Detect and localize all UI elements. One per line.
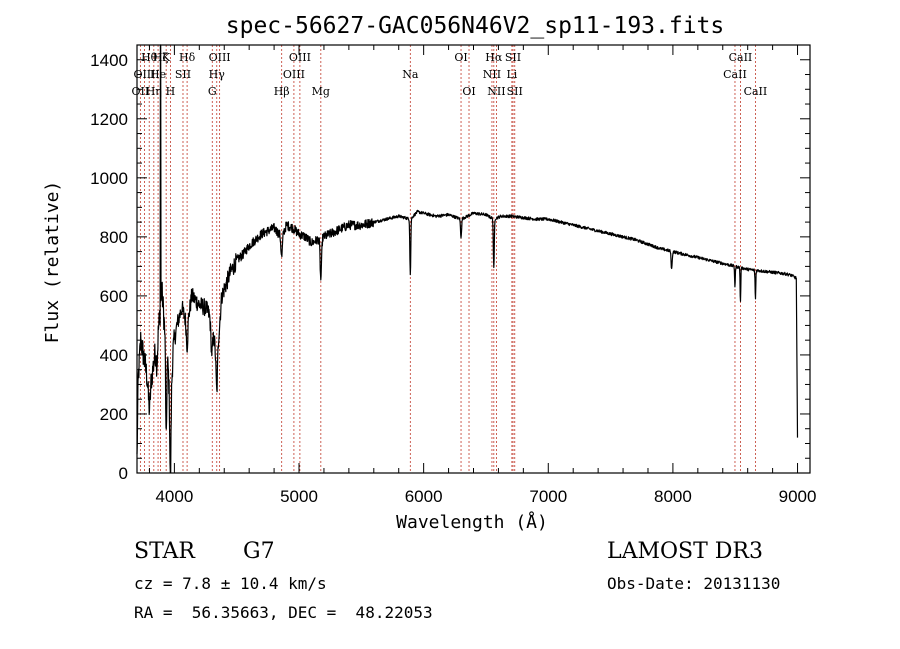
line-label: K <box>162 51 171 64</box>
y-axis-label: Flux (relative) <box>42 181 63 344</box>
y-tick-label: 0 <box>119 464 128 483</box>
axis-tick-labels: 4000 5000 6000 7000 8000 9000 0 200 400 600 800 100… <box>90 51 816 506</box>
line-label: CaII <box>744 85 768 98</box>
y-tick-label: 400 <box>100 346 128 365</box>
axis-ticks <box>137 45 810 474</box>
line-label: CaII <box>729 51 753 64</box>
line-label: Hγ <box>209 68 226 81</box>
line-label: OI <box>454 51 467 64</box>
spectrum-line <box>136 44 799 473</box>
line-label: OII <box>132 85 150 98</box>
y-tick-label: 200 <box>100 405 128 424</box>
y-tick-label: 1000 <box>90 169 128 188</box>
line-label: Na <box>402 68 419 81</box>
line-label: SII <box>507 85 523 98</box>
redshift-cz: cz = 7.8 ± 10.4 km/s <box>134 574 327 593</box>
survey-name: LAMOST DR3 <box>607 539 763 564</box>
line-label: OIII <box>283 68 305 81</box>
y-tick-label: 1200 <box>90 110 128 129</box>
line-label: OIII <box>209 51 231 64</box>
x-tick-label: 6000 <box>405 487 443 506</box>
line-label: SII <box>175 68 191 81</box>
observation-date: Obs-Date: 20131130 <box>607 574 781 593</box>
line-label: OIII <box>133 68 155 81</box>
line-label: Hδ <box>179 51 196 64</box>
object-subclass: G7 <box>243 539 275 564</box>
coordinates: RA = 56.35663, DEC = 48.22053 <box>134 603 433 622</box>
line-label: Hθ <box>141 51 158 64</box>
y-tick-label: 800 <box>100 228 128 247</box>
line-label: OI <box>462 85 475 98</box>
line-label: Mg <box>312 85 330 98</box>
x-tick-label: 5000 <box>280 487 318 506</box>
line-label: He <box>150 68 166 81</box>
x-tick-label: 4000 <box>155 487 193 506</box>
x-tick-label: 8000 <box>654 487 692 506</box>
object-class: STAR <box>134 539 195 564</box>
line-label: Li <box>506 68 517 81</box>
line-label: Hβ <box>274 85 290 98</box>
line-label: CaII <box>723 68 747 81</box>
line-label: NII <box>483 68 501 81</box>
y-tick-label: 1400 <box>90 51 128 70</box>
spectral-line-labels: OIIOIIIHθHηHeHζKHSIIHδGHγOIIIHβOIIIOIIIM… <box>132 51 768 98</box>
spectral-line-markers <box>139 45 756 473</box>
x-axis-label: Wavelength (Å) <box>396 511 548 533</box>
line-label: NII <box>487 85 505 98</box>
x-tick-label: 9000 <box>779 487 817 506</box>
line-label: G <box>208 85 217 98</box>
y-tick-label: 600 <box>100 287 128 306</box>
line-label: Hη <box>146 85 162 98</box>
line-label: SII <box>505 51 521 64</box>
plot-frame <box>136 44 811 474</box>
line-label: H <box>166 85 176 98</box>
x-tick-label: 7000 <box>529 487 567 506</box>
line-label: Hα <box>485 51 503 64</box>
line-label: OIII <box>289 51 311 64</box>
chart-title: spec-56627-GAC056N46V2_sp11-193.fits <box>226 13 725 39</box>
